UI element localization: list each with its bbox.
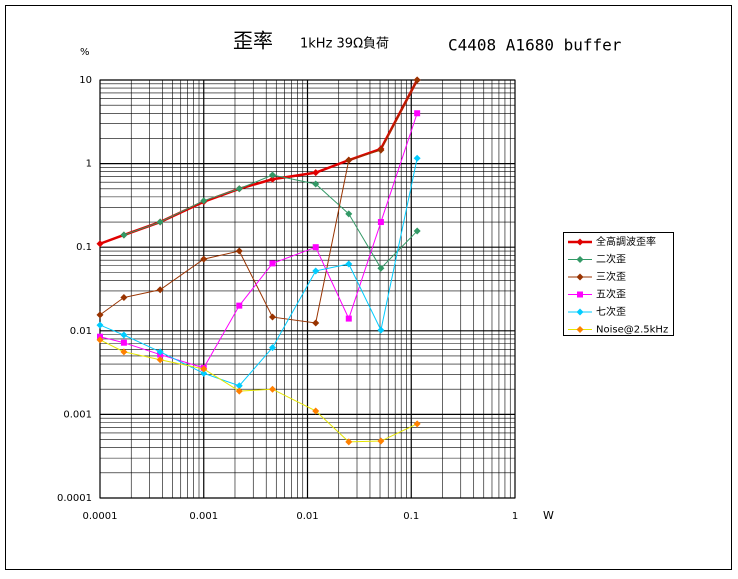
y-axis-label: % [80,47,90,58]
data-point [377,219,384,226]
legend-label: 七次歪 [596,305,626,318]
data-point [120,294,128,302]
chart-subtitle: 1kHz 39Ω負荷 [300,37,389,52]
data-point [96,240,104,248]
data-point [312,180,320,188]
data-point [269,175,277,183]
data-point [312,169,320,177]
legend-label: 三次歪 [596,270,626,283]
data-point [345,315,352,322]
data-point [235,247,243,255]
data-point [269,313,277,321]
y-tick-label: 0.1 [76,242,92,253]
data-point [156,348,164,356]
y-tick-label: 10 [79,75,92,86]
data-point [200,255,208,263]
chart-title: 歪率 [233,29,273,53]
data-point [345,438,353,446]
data-point [235,382,243,390]
data-point [312,244,319,251]
data-point [120,331,128,339]
legend-label: Noise@2.5kHz [596,325,668,336]
y-tick-label: 1 [86,159,92,170]
data-point [96,321,104,329]
series-line [99,158,418,387]
data-point [200,365,208,373]
y-tick-label: 0.01 [70,326,92,337]
series-line [99,113,418,369]
y-tick-label: 0.0001 [57,493,92,504]
legend-marker [576,256,584,263]
data-point [156,286,164,294]
x-tick-label: 0.001 [189,511,218,522]
data-point [269,385,277,393]
annotation: C4408 A1680 buffer [448,36,622,55]
data-point [345,260,353,268]
data-point [200,369,208,377]
data-point [413,154,421,162]
data-point [377,146,385,154]
legend-label: 五次歪 [596,288,626,301]
x-tick-label: 0.1 [403,511,419,522]
data-point [413,420,421,428]
legend-marker [576,273,584,281]
data-point [156,356,164,364]
data-point [235,185,243,193]
data-point [120,231,128,239]
x-axis-label: W [543,509,554,522]
data-point [377,437,385,445]
data-point [345,210,353,218]
x-tick-label: 1 [512,511,518,522]
legend-marker [576,308,584,316]
legend-label: 二次歪 [596,253,626,266]
data-point [269,260,276,267]
data-point [156,218,164,226]
data-point [96,336,104,344]
data-point [413,76,421,84]
data-point [345,156,353,164]
data-point [377,264,385,272]
legend-marker [576,238,584,246]
legend-label: 全高調波歪率 [596,235,656,248]
legend [563,232,674,336]
y-tick-label: 0.001 [63,409,92,420]
data-point [269,344,277,352]
data-point [120,339,127,346]
legend-marker [576,326,584,333]
frame [5,5,732,570]
data-point [312,407,320,415]
data-point [312,319,320,327]
data-point [236,302,243,309]
data-point [312,267,320,275]
x-tick-label: 0.0001 [83,511,118,522]
x-tick-label: 0.01 [296,511,318,522]
data-point [413,227,421,235]
data-point [235,387,243,395]
legend-marker [577,291,583,298]
data-point [269,171,277,179]
data-point [377,326,385,334]
series-line [99,339,418,443]
data-point [96,311,104,319]
data-point [414,110,421,117]
data-point [120,348,128,356]
data-point [200,197,208,205]
